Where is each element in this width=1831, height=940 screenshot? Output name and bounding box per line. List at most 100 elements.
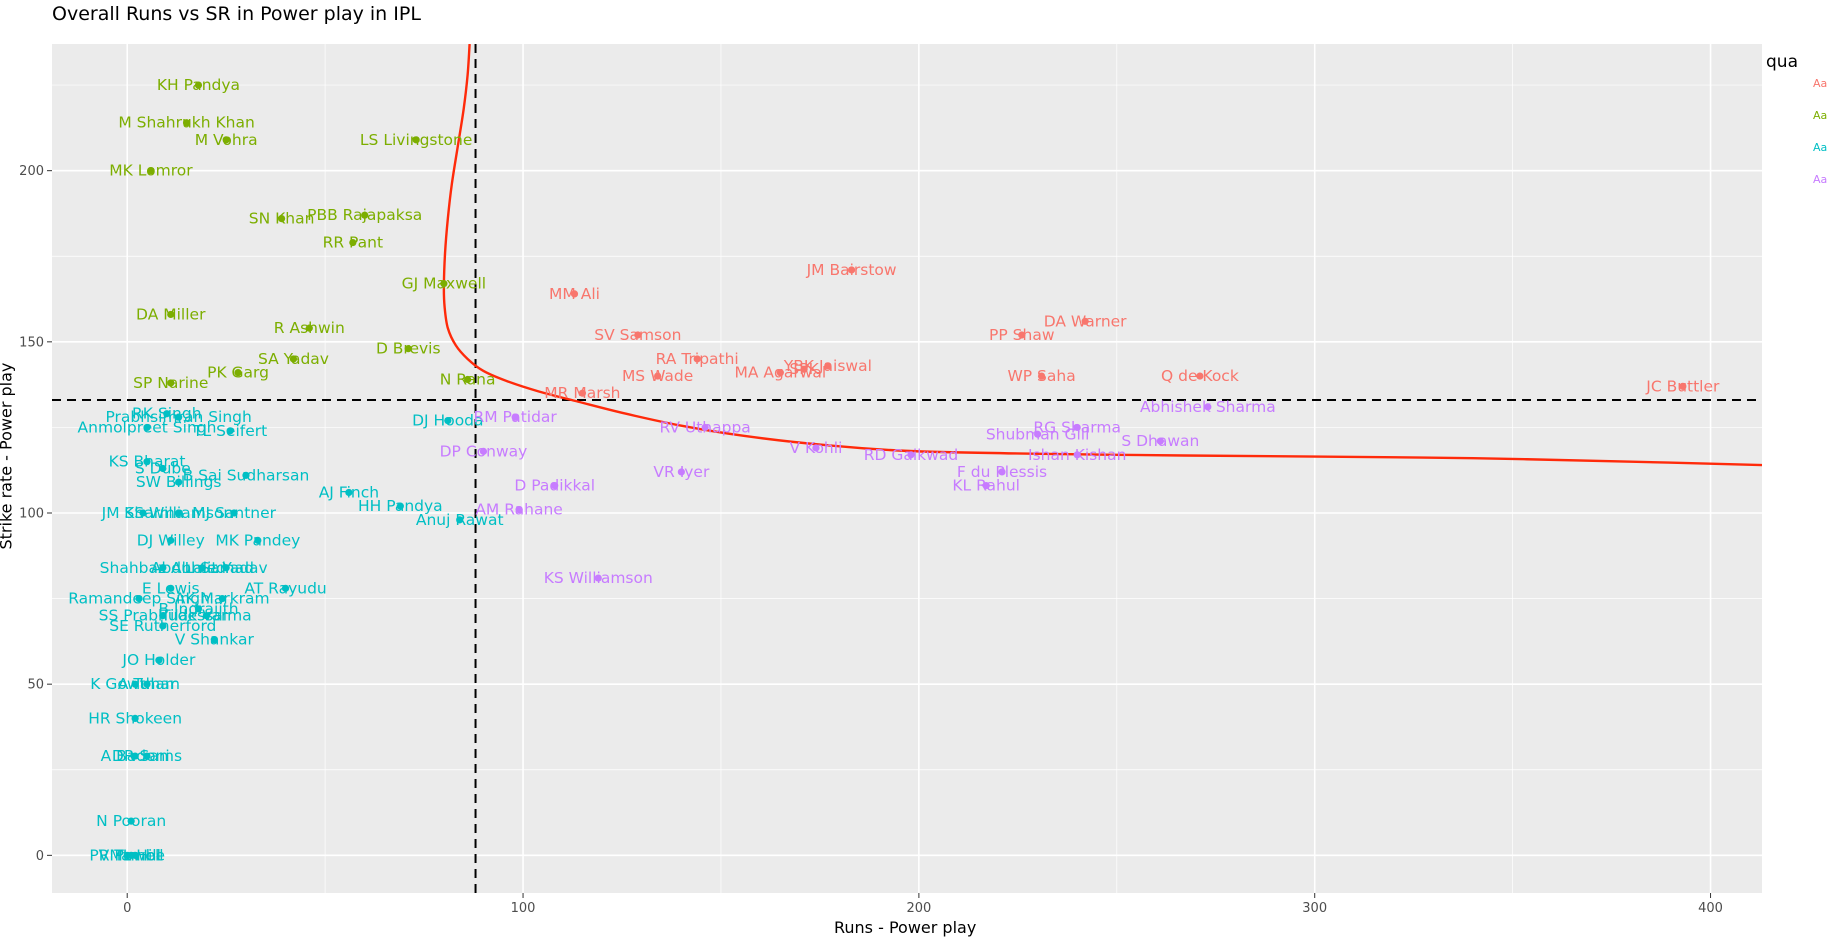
data-point [202, 612, 210, 620]
data-point [1073, 451, 1081, 459]
point-label: A Tuhar [118, 675, 177, 693]
y-tick-label: 100 [19, 507, 44, 522]
data-point [1018, 331, 1026, 339]
point-label: V Shankar [175, 631, 255, 649]
point-label: HR Shokeen [88, 709, 182, 727]
data-point [1196, 372, 1204, 380]
point-label: PK Garg [207, 364, 269, 382]
y-axis-label: Strike rate - Power play [0, 362, 16, 550]
point-label: RV Uthappa [659, 418, 750, 436]
point-label: HH Pandya [358, 497, 443, 515]
point-label: TL Seifert [192, 422, 267, 440]
point-label: Ishan Kishan [1028, 446, 1126, 464]
point-label: DA Warner [1044, 312, 1127, 330]
data-point [155, 656, 163, 664]
data-point [305, 324, 313, 332]
point-label: SS Prabhudessai [99, 607, 227, 625]
data-point [159, 564, 167, 572]
data-point [998, 468, 1006, 476]
data-point [511, 413, 519, 421]
data-point [226, 427, 234, 435]
point-label: Shahbaz Ahmed [100, 559, 226, 577]
point-label: RM Patidar [473, 408, 557, 426]
point-label: Ramandeep Singh [68, 590, 210, 608]
x-tick-label: 100 [511, 901, 536, 916]
point-label: WP Saha [1007, 367, 1075, 385]
data-point [396, 502, 404, 510]
plot-panel [52, 44, 1762, 893]
point-label: N Pooran [96, 812, 166, 830]
point-label: E Lewis [142, 579, 200, 597]
data-point [131, 680, 139, 688]
point-label: RA Tripathi [656, 350, 739, 368]
data-point [143, 680, 151, 688]
data-point [800, 365, 808, 373]
data-point [194, 81, 203, 89]
point-label: S Dube [135, 460, 191, 478]
data-point [1204, 403, 1212, 411]
data-point [254, 536, 262, 544]
data-point [693, 355, 701, 363]
data-point [824, 362, 832, 370]
point-label: DJ Hooda [412, 412, 483, 430]
point-label: Tilak Varma [160, 607, 252, 625]
point-label: KH Pandya [157, 76, 240, 94]
data-point [701, 423, 709, 432]
point-label: V Kohli [790, 439, 843, 457]
data-point [131, 714, 139, 723]
point-label: SE Rutherford [109, 617, 216, 635]
x-tick-label: 200 [906, 901, 931, 916]
data-point [677, 468, 685, 476]
point-label: DP Conway [440, 442, 528, 460]
point-label: JO Holder [121, 651, 196, 669]
point-label: AT Rayudu [244, 579, 326, 597]
data-point [1679, 382, 1687, 390]
data-point [277, 214, 286, 223]
data-point [222, 136, 230, 144]
point-label: SW Billings [136, 473, 222, 491]
data-point [594, 574, 602, 582]
legend-key-q2: Aa [1813, 109, 1828, 122]
point-label: KS Bharat [109, 453, 186, 471]
data-point [345, 488, 353, 497]
legend-title: qua [1766, 52, 1798, 72]
data-point [222, 564, 230, 572]
point-label: M Vohra [195, 131, 258, 149]
point-label: D Brevis [376, 340, 441, 358]
point-label: MS Wade [622, 367, 693, 385]
data-point [349, 238, 357, 247]
data-point [175, 413, 183, 421]
x-tick-label: 0 [123, 901, 131, 916]
point-label: Shubman Gill [986, 425, 1090, 443]
data-point [210, 636, 218, 644]
data-point [127, 817, 135, 825]
data-point [159, 464, 167, 473]
data-point [464, 375, 472, 384]
point-label: PP Shaw [989, 326, 1055, 344]
point-label: AM Rahane [475, 501, 563, 519]
point-label: SN Khan [249, 210, 315, 228]
data-point [194, 605, 203, 613]
point-label: KS Williamson [124, 504, 233, 522]
point-label: VR Iyer [653, 463, 710, 481]
point-label: SA Yadav [258, 350, 329, 368]
point-label: DA Miller [136, 305, 206, 323]
data-point [847, 266, 856, 274]
point-label: PBB Rajapaksa [307, 206, 422, 224]
point-label: ML Hill [109, 846, 161, 864]
point-label: MM Ali [549, 285, 600, 303]
data-point [167, 379, 175, 387]
data-point [175, 509, 183, 517]
data-point [163, 410, 171, 418]
point-label: B Sai Sudharsan [183, 466, 310, 484]
point-label: Lalit Yadav [185, 559, 268, 577]
data-point [907, 451, 915, 459]
point-label: AJ Finch [319, 483, 379, 501]
point-label: Anuj Rawat [416, 511, 504, 529]
point-label: F du Plessis [957, 463, 1047, 481]
data-point [147, 167, 155, 175]
data-point [159, 622, 167, 630]
point-label: Prabhsimran Singh [105, 408, 251, 426]
legend-key-q3: Aa [1813, 141, 1828, 154]
